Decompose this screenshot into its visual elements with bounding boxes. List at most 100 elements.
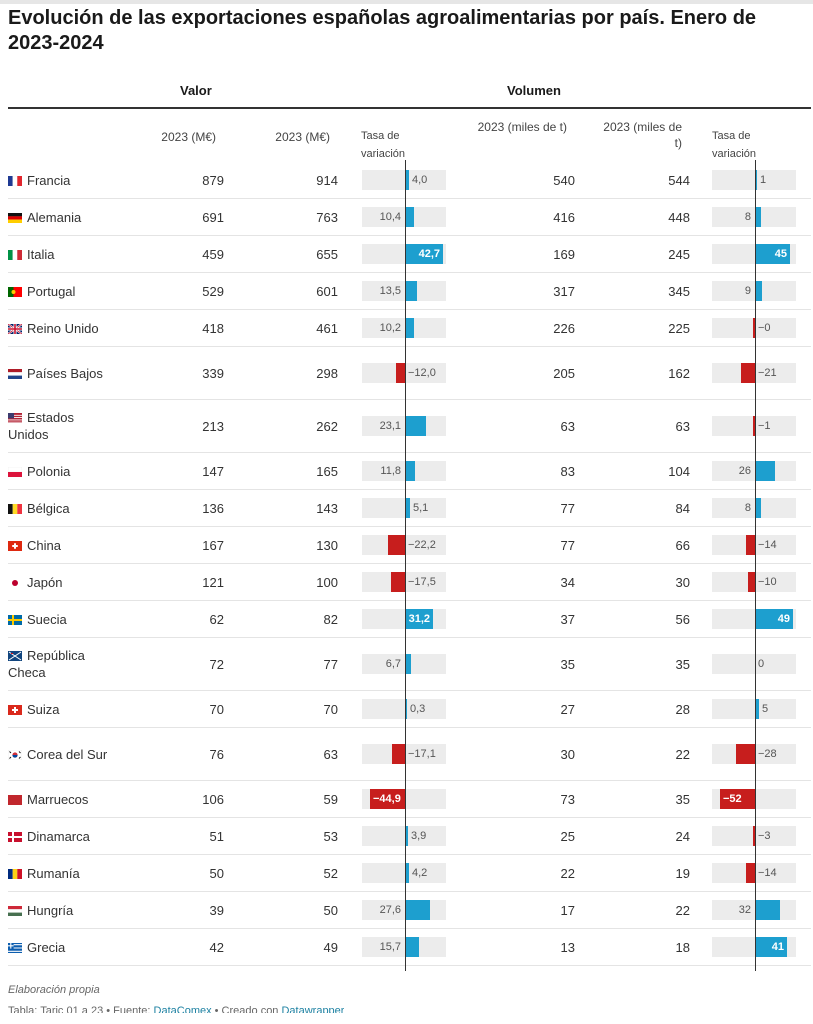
valor-tasa-bar-track — [362, 609, 446, 629]
valor-tasa-bar: −12,0 — [362, 347, 446, 399]
cn-flag-icon — [8, 540, 22, 551]
volumen-2023-cell-value: 416 — [553, 209, 575, 225]
volumen-tasa-bar-label: −14 — [758, 867, 777, 879]
volumen-tasa-bar-label: −0 — [758, 322, 771, 334]
volumen-2024-cell: 19 — [593, 855, 690, 891]
volumen-2024-cell: 63 — [593, 400, 690, 452]
valor-tasa-bar-fill — [405, 318, 414, 338]
volumen-tasa-bar-label: 41 — [771, 941, 784, 953]
valor-tasa-bar-fill — [405, 207, 414, 227]
valor-2024-cell-value: 165 — [316, 463, 338, 479]
valor-2023-cell: 62 — [128, 601, 224, 637]
valor-tasa-bar-track — [362, 281, 446, 301]
valor-2023-cell-value: 529 — [202, 283, 224, 299]
country-name-wrap: Italia — [8, 246, 54, 263]
valor-2024-cell: 52 — [242, 855, 338, 891]
table-row: Marruecos 106 59 −44,9 73 35 −52 — [8, 781, 811, 818]
volumen-2024-cell: 448 — [593, 199, 690, 235]
valor-tasa-bar-track — [362, 416, 446, 436]
country-name: Italia — [27, 246, 55, 262]
valor-tasa-bar-track — [362, 461, 446, 481]
country-name: Japón — [27, 574, 63, 590]
country-cell: República Checa — [8, 638, 118, 690]
valor-2024-cell-value: 461 — [316, 320, 338, 336]
volumen-2024-cell-value: 245 — [668, 246, 690, 262]
valor-tasa-bar: 6,7 — [362, 638, 446, 690]
volumen-2024-cell: 345 — [593, 273, 690, 309]
footer-source: Tabla: Taric 01 a 23 • Fuente: DataComex… — [8, 1003, 344, 1013]
volumen-2024-cell: 18 — [593, 929, 690, 965]
valor-2023-cell: 418 — [128, 310, 224, 346]
valor-zero-axis — [405, 160, 406, 971]
table-row: Suiza 70 70 0,3 27 28 5 — [8, 691, 811, 728]
volumen-tasa-bar-fill — [748, 572, 755, 592]
volumen-tasa-bar-fill — [755, 281, 762, 301]
volumen-tasa-bar-track — [712, 461, 796, 481]
volumen-2023-cell: 17 — [478, 892, 575, 928]
country-name-wrap: Hungría — [8, 902, 73, 919]
volumen-2024-cell-value: 56 — [675, 611, 690, 627]
table-row: China 167 130 −22,2 77 66 −14 — [8, 527, 811, 564]
valor-2024-cell-value: 262 — [316, 418, 338, 434]
country-name-wrap: Estados Unidos — [8, 409, 118, 443]
volumen-2024-cell-value: 18 — [675, 939, 690, 955]
volumen-2023-cell: 416 — [478, 199, 575, 235]
valor-2024-cell-value: 601 — [316, 283, 338, 299]
volumen-2024-cell: 28 — [593, 691, 690, 727]
valor-tasa-bar-track — [362, 207, 446, 227]
source-link[interactable]: DataComex — [153, 1005, 212, 1013]
volumen-2024-cell: 24 — [593, 818, 690, 854]
volumen-2023-cell: 30 — [478, 728, 575, 780]
volumen-tasa-bar-fill — [753, 826, 755, 846]
valor-tasa-bar-track — [362, 170, 446, 190]
se-flag-icon — [8, 614, 22, 625]
volumen-tasa-bar: 41 — [712, 929, 796, 965]
volumen-2023-cell-value: 25 — [560, 828, 575, 844]
volumen-tasa-bar: 49 — [712, 601, 796, 637]
volumen-2024-cell-value: 104 — [668, 463, 690, 479]
volumen-tasa-bar: −14 — [712, 855, 796, 891]
volumen-tasa-bar: −21 — [712, 347, 796, 399]
valor-tasa-bar: 10,2 — [362, 310, 446, 346]
volumen-tasa-bar: 5 — [712, 691, 796, 727]
volumen-2023-cell: 13 — [478, 929, 575, 965]
valor-tasa-bar-track — [362, 498, 446, 518]
valor-tasa-bar-track — [362, 654, 446, 674]
volumen-2024-cell-value: 30 — [675, 574, 690, 590]
volumen-2024-cell: 35 — [593, 638, 690, 690]
header-rule — [8, 107, 811, 109]
table-row: Bélgica 136 143 5,1 77 84 8 — [8, 490, 811, 527]
valor-2023-cell: 879 — [128, 162, 224, 198]
volumen-2023-cell: 169 — [478, 236, 575, 272]
valor-2023-cell: 70 — [128, 691, 224, 727]
volumen-2024-cell-value: 35 — [675, 656, 690, 672]
volumen-tasa-bar-fill — [753, 318, 755, 338]
volumen-2024-cell: 30 — [593, 564, 690, 600]
volumen-2024-cell: 35 — [593, 781, 690, 817]
valor-tasa-bar-fill — [391, 572, 405, 592]
country-name: Polonia — [27, 463, 71, 479]
volumen-tasa-bar: −3 — [712, 818, 796, 854]
country-name-wrap: Países Bajos — [8, 365, 103, 382]
volumen-tasa-bar-label: 9 — [744, 285, 751, 297]
valor-tasa-bar-label: −44,9 — [373, 793, 401, 805]
valor-tasa-bar-fill — [405, 609, 433, 629]
valor-2024-cell: 82 — [242, 601, 338, 637]
country-name-wrap: Francia — [8, 172, 70, 189]
country-cell: Japón — [8, 564, 118, 600]
valor-tasa-bar-label: 10,4 — [379, 211, 401, 223]
volumen-tasa-bar-fill — [755, 900, 780, 920]
valor-tasa-bar-fill — [405, 244, 443, 264]
it-flag-icon — [8, 249, 22, 260]
table-row: Italia 459 655 42,7 169 245 45 — [8, 236, 811, 273]
valor-tasa-bar-label: 4,0 — [412, 174, 428, 186]
table-row: Alemania 691 763 10,4 416 448 8 — [8, 199, 811, 236]
volumen-tasa-bar-label: −10 — [758, 576, 777, 588]
valor-2024-cell-value: 763 — [316, 209, 338, 225]
valor-2024-cell: 655 — [242, 236, 338, 272]
valor-tasa-bar-label: 31,2 — [408, 613, 430, 625]
valor-2024-cell: 914 — [242, 162, 338, 198]
volumen-tasa-bar: 45 — [712, 236, 796, 272]
datawrapper-link[interactable]: Datawrapper — [281, 1005, 345, 1013]
valor-tasa-bar-fill — [405, 863, 409, 883]
